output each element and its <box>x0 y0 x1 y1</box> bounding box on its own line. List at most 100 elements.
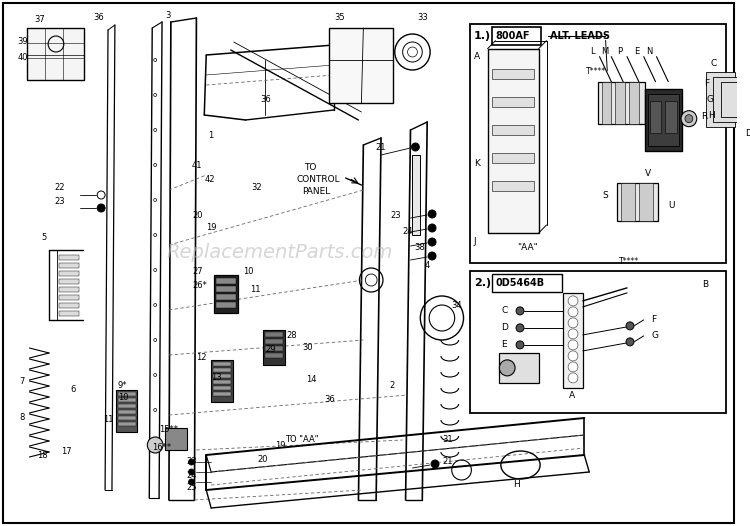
Text: PANEL: PANEL <box>302 187 331 197</box>
Bar <box>706 72 735 127</box>
Bar <box>650 100 662 133</box>
Text: 40: 40 <box>18 53 28 62</box>
Circle shape <box>568 362 578 372</box>
Bar <box>665 100 677 133</box>
Text: 11: 11 <box>103 416 113 424</box>
Bar <box>216 278 236 284</box>
Text: G: G <box>706 95 713 104</box>
Text: 38: 38 <box>415 244 425 252</box>
Text: G: G <box>652 331 658 340</box>
Bar <box>59 271 79 276</box>
Text: 10: 10 <box>118 393 128 402</box>
Bar <box>639 183 652 221</box>
Text: 31: 31 <box>442 436 452 444</box>
Text: 8: 8 <box>20 413 25 422</box>
Bar <box>216 286 236 292</box>
Text: A: A <box>569 391 575 400</box>
Bar <box>329 28 393 103</box>
Text: 36: 36 <box>260 96 271 105</box>
Circle shape <box>568 373 578 383</box>
Bar <box>617 183 658 221</box>
Text: CONTROL: CONTROL <box>296 176 340 185</box>
Circle shape <box>626 322 634 330</box>
Circle shape <box>428 224 436 232</box>
Text: 22: 22 <box>54 184 64 193</box>
Circle shape <box>516 307 524 315</box>
Bar <box>493 125 534 135</box>
Bar <box>59 287 79 292</box>
Text: F: F <box>652 316 657 325</box>
Text: C: C <box>501 306 508 316</box>
Text: 6: 6 <box>70 386 76 394</box>
Text: H: H <box>513 480 520 489</box>
Circle shape <box>568 351 578 361</box>
Bar <box>59 279 79 284</box>
Bar <box>266 339 283 344</box>
Text: C: C <box>710 59 717 68</box>
Bar <box>266 346 283 351</box>
Bar <box>59 295 79 300</box>
Bar <box>116 390 137 432</box>
Text: D: D <box>501 323 508 332</box>
Bar <box>493 180 534 190</box>
Bar <box>59 255 79 260</box>
Circle shape <box>428 210 436 218</box>
Bar <box>713 77 743 122</box>
Text: T****: T**** <box>586 67 606 76</box>
Text: 10: 10 <box>244 268 254 277</box>
Circle shape <box>412 143 419 151</box>
Circle shape <box>428 252 436 260</box>
Bar <box>214 275 238 313</box>
Bar <box>266 353 283 358</box>
Text: P: P <box>617 47 622 56</box>
Text: 41: 41 <box>191 160 202 169</box>
Text: 36: 36 <box>324 396 334 404</box>
Text: 7: 7 <box>20 378 25 387</box>
Circle shape <box>516 341 524 349</box>
Text: 19: 19 <box>206 224 217 232</box>
Circle shape <box>626 338 634 346</box>
Circle shape <box>98 204 105 212</box>
Bar <box>118 392 136 396</box>
Text: 12: 12 <box>196 353 207 362</box>
Bar <box>213 368 231 372</box>
Text: 21: 21 <box>375 144 386 153</box>
Text: 9*: 9* <box>118 380 128 389</box>
Text: K: K <box>474 158 480 167</box>
Bar <box>118 398 136 402</box>
Text: H: H <box>709 111 716 120</box>
Text: V: V <box>645 168 651 177</box>
Text: 2: 2 <box>389 380 394 389</box>
Bar <box>493 97 534 107</box>
Text: 27: 27 <box>193 268 203 277</box>
Bar <box>598 82 645 124</box>
Bar <box>629 82 639 124</box>
Bar <box>493 153 534 163</box>
Text: 21: 21 <box>442 458 452 467</box>
Text: 34: 34 <box>452 300 462 309</box>
Text: 17: 17 <box>61 448 71 457</box>
Bar <box>645 89 682 150</box>
Text: 3: 3 <box>165 11 170 19</box>
Text: J: J <box>474 237 476 246</box>
Circle shape <box>500 360 515 376</box>
Text: TO: TO <box>304 164 316 173</box>
Bar <box>216 302 236 308</box>
Text: 14: 14 <box>307 376 317 385</box>
Text: 37: 37 <box>34 15 45 25</box>
Bar <box>621 183 635 221</box>
Circle shape <box>188 459 194 465</box>
Text: 33: 33 <box>417 14 428 23</box>
Text: 24: 24 <box>403 228 413 237</box>
Bar <box>118 410 136 414</box>
Bar <box>491 274 562 292</box>
Circle shape <box>568 318 578 328</box>
Text: 23: 23 <box>187 458 197 467</box>
Text: E: E <box>634 47 640 56</box>
Bar <box>722 82 750 117</box>
Text: 36: 36 <box>93 14 104 23</box>
Circle shape <box>681 110 697 127</box>
Bar <box>488 49 538 233</box>
Text: F: F <box>704 79 710 88</box>
Bar <box>216 294 236 300</box>
